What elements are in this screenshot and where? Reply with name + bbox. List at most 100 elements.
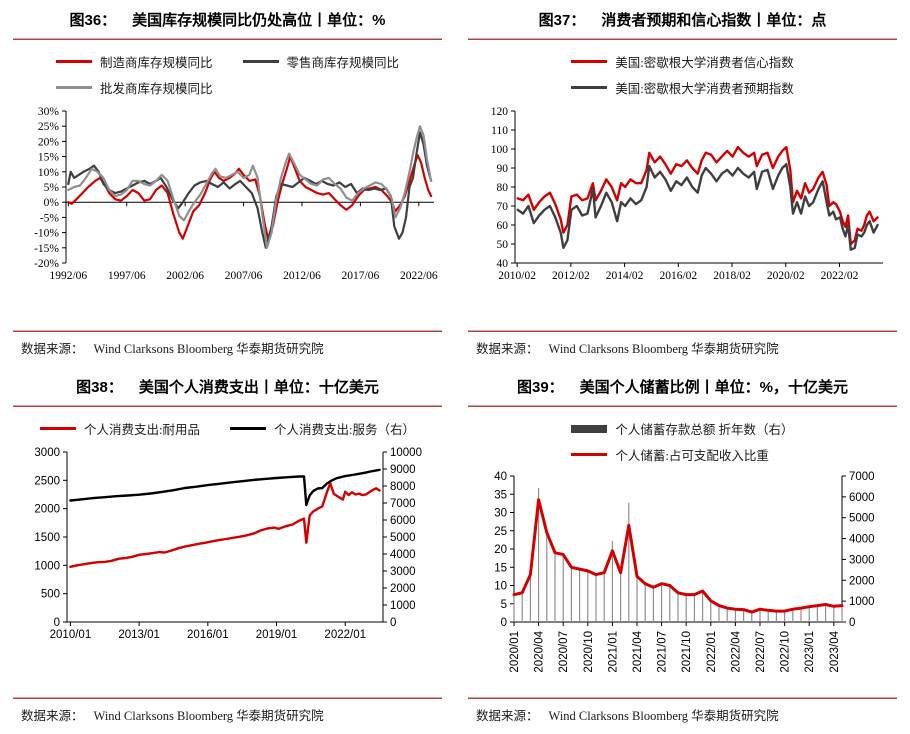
source-rule <box>13 330 442 332</box>
legend-item: 个人储蓄:占可支配收入比重 <box>571 445 769 464</box>
svg-text:2020/02: 2020/02 <box>766 270 804 282</box>
chart-area: -20% -15% -10% -5% 0% 5% 10% 15% 20% 25% 30% 1992/0… <box>14 101 442 294</box>
svg-text:7000: 7000 <box>849 471 875 483</box>
title-rule <box>13 405 442 407</box>
source-prefix: 数据来源： <box>476 709 539 723</box>
svg-text:2000: 2000 <box>34 504 60 516</box>
svg-text:10000: 10000 <box>390 447 422 459</box>
legend-row: 美国:密歇根大学消费者信心指数 <box>571 52 794 71</box>
legend-label: 零售商库存规模同比 <box>286 56 400 70</box>
svg-text:2021/04: 2021/04 <box>632 630 644 672</box>
svg-text:2022/04: 2022/04 <box>730 630 742 672</box>
svg-text:2020/04: 2020/04 <box>534 630 546 672</box>
legend-item: 个人消费支出:服务（右） <box>230 419 415 438</box>
svg-text:40: 40 <box>494 471 507 483</box>
source-text: Wind Clarksons Bloomberg 华泰期货研究院 <box>93 342 324 356</box>
svg-text:2013/01: 2013/01 <box>118 629 160 641</box>
svg-text:2016/01: 2016/01 <box>187 629 229 641</box>
svg-text:30%: 30% <box>37 106 59 118</box>
figure-title-text: 消费者预期和信心指数丨单位：点 <box>601 12 827 29</box>
svg-text:2010/01: 2010/01 <box>50 629 92 641</box>
chart-legend: 个人储蓄存款总额 折年数（右） 个人储蓄:占可支配收入比重 <box>571 419 794 464</box>
svg-text:2016/02: 2016/02 <box>659 270 697 282</box>
svg-text:2007/06: 2007/06 <box>224 270 262 282</box>
legend-item: 零售商库存规模同比 <box>242 52 400 71</box>
svg-text:1000: 1000 <box>390 600 416 612</box>
series-line-1 <box>69 468 381 507</box>
legend-label: 批发商库存规模同比 <box>99 82 213 96</box>
svg-text:2019/01: 2019/01 <box>256 629 298 641</box>
inventory-yoy-chart: -20% -15% -10% -5% 0% 5% 10% 15% 20% 25% 30% 1992/0… <box>34 106 438 282</box>
svg-text:15%: 15% <box>37 152 59 164</box>
figure-title-text: 美国个人储蓄比例丨单位：%，十亿美元 <box>579 379 849 396</box>
series-line-1 <box>512 498 844 614</box>
series-bars-0 <box>513 488 843 622</box>
legend-row: 批发商库存规模同比 <box>55 78 399 97</box>
svg-text:2000: 2000 <box>849 575 875 587</box>
svg-text:-15%: -15% <box>34 243 59 255</box>
svg-text:1000: 1000 <box>34 560 60 572</box>
chart-area: 0 500 1000 1500 2000 2500 3000 0 1000 2000 3000 400… <box>13 442 443 657</box>
source-prefix: 数据来源： <box>21 342 84 356</box>
svg-text:8000: 8000 <box>390 481 416 493</box>
svg-text:1997/06: 1997/06 <box>107 270 145 282</box>
svg-text:6000: 6000 <box>390 515 416 527</box>
svg-text:25: 25 <box>494 526 507 538</box>
personal-savings-chart: 0 5 10 15 20 25 30 35 40 0 1000 2000 3000 4000 5000 600… <box>494 471 875 673</box>
personal-consumption-chart: 0 500 1000 1500 2000 2500 3000 0 1000 2000 3000 400… <box>34 447 422 641</box>
consumer-sentiment-chart: 40 50 60 70 80 90 100 110 120 2010/02 2012/02 2014/… <box>490 106 883 282</box>
svg-text:9000: 9000 <box>390 464 416 476</box>
legend-row: 个人消费支出:耐用品 个人消费支出:服务（右） <box>40 419 415 438</box>
svg-text:2023/01: 2023/01 <box>804 631 816 673</box>
series-line-1 <box>66 131 432 249</box>
legend-label: 美国:密歇根大学消费者预期指数 <box>615 82 794 96</box>
svg-text:5%: 5% <box>43 182 59 194</box>
svg-text:40: 40 <box>496 258 508 270</box>
legend-row: 美国:密歇根大学消费者预期指数 <box>571 78 794 97</box>
svg-text:2018/02: 2018/02 <box>713 270 751 282</box>
legend-line-swatch <box>571 453 608 456</box>
figure-number: 图37： <box>538 12 586 29</box>
legend-line-swatch <box>40 427 77 430</box>
series-line-0 <box>66 153 432 240</box>
svg-text:4000: 4000 <box>849 534 875 546</box>
source-rule <box>13 697 442 699</box>
figure-footer: 数据来源： Wind Clarksons Bloomberg 华泰期货研究院 <box>13 324 442 357</box>
svg-text:4000: 4000 <box>390 549 416 561</box>
svg-text:2022/06: 2022/06 <box>399 270 437 282</box>
svg-text:2012/02: 2012/02 <box>552 270 590 282</box>
legend-line-swatch <box>230 427 266 430</box>
figure-number: 图36： <box>69 12 117 29</box>
source-prefix: 数据来源： <box>476 342 539 356</box>
figure-title-text: 美国个人消费支出丨单位：十亿美元 <box>138 379 379 396</box>
source-rule <box>468 697 897 699</box>
svg-text:15: 15 <box>494 562 507 574</box>
legend-item: 批发商库存规模同比 <box>55 78 213 97</box>
svg-text:2002/06: 2002/06 <box>166 270 204 282</box>
svg-text:5: 5 <box>501 599 507 611</box>
source-text: Wind Clarksons Bloomberg 华泰期货研究院 <box>93 709 324 723</box>
svg-text:50: 50 <box>496 239 508 251</box>
svg-text:3000: 3000 <box>390 566 416 578</box>
svg-text:0%: 0% <box>43 197 59 209</box>
svg-text:20%: 20% <box>37 136 59 148</box>
figure-panel-36: 图36： 美国库存规模同比仍处高位丨单位：% 制造商库存规模同比 零售商库存规模同比… <box>0 0 455 367</box>
figure-title: 图37： 消费者预期和信心指数丨单位：点 <box>468 10 897 32</box>
figure-title: 图38： 美国个人消费支出丨单位：十亿美元 <box>13 377 442 399</box>
svg-text:10%: 10% <box>37 167 59 179</box>
figure-number: 图39： <box>516 379 564 396</box>
legend-line-swatch <box>55 86 92 89</box>
legend-label: 制造商库存规模同比 <box>99 56 213 70</box>
svg-text:0: 0 <box>501 617 507 629</box>
legend-label: 个人储蓄:占可支配收入比重 <box>615 449 769 463</box>
figure-panel-38: 图38： 美国个人消费支出丨单位：十亿美元 个人消费支出:耐用品 个人消费支出:服务… <box>0 367 455 734</box>
svg-text:2022/10: 2022/10 <box>780 631 792 673</box>
data-source-note: 数据来源： Wind Clarksons Bloomberg 华泰期货研究院 <box>468 699 897 724</box>
svg-text:2022/07: 2022/07 <box>755 631 767 673</box>
svg-text:1000: 1000 <box>849 596 875 608</box>
legend-line-swatch <box>242 60 279 63</box>
series-line-0 <box>516 145 879 246</box>
svg-text:0: 0 <box>849 617 855 629</box>
svg-text:0: 0 <box>390 617 396 629</box>
svg-text:2020/01: 2020/01 <box>509 631 521 673</box>
